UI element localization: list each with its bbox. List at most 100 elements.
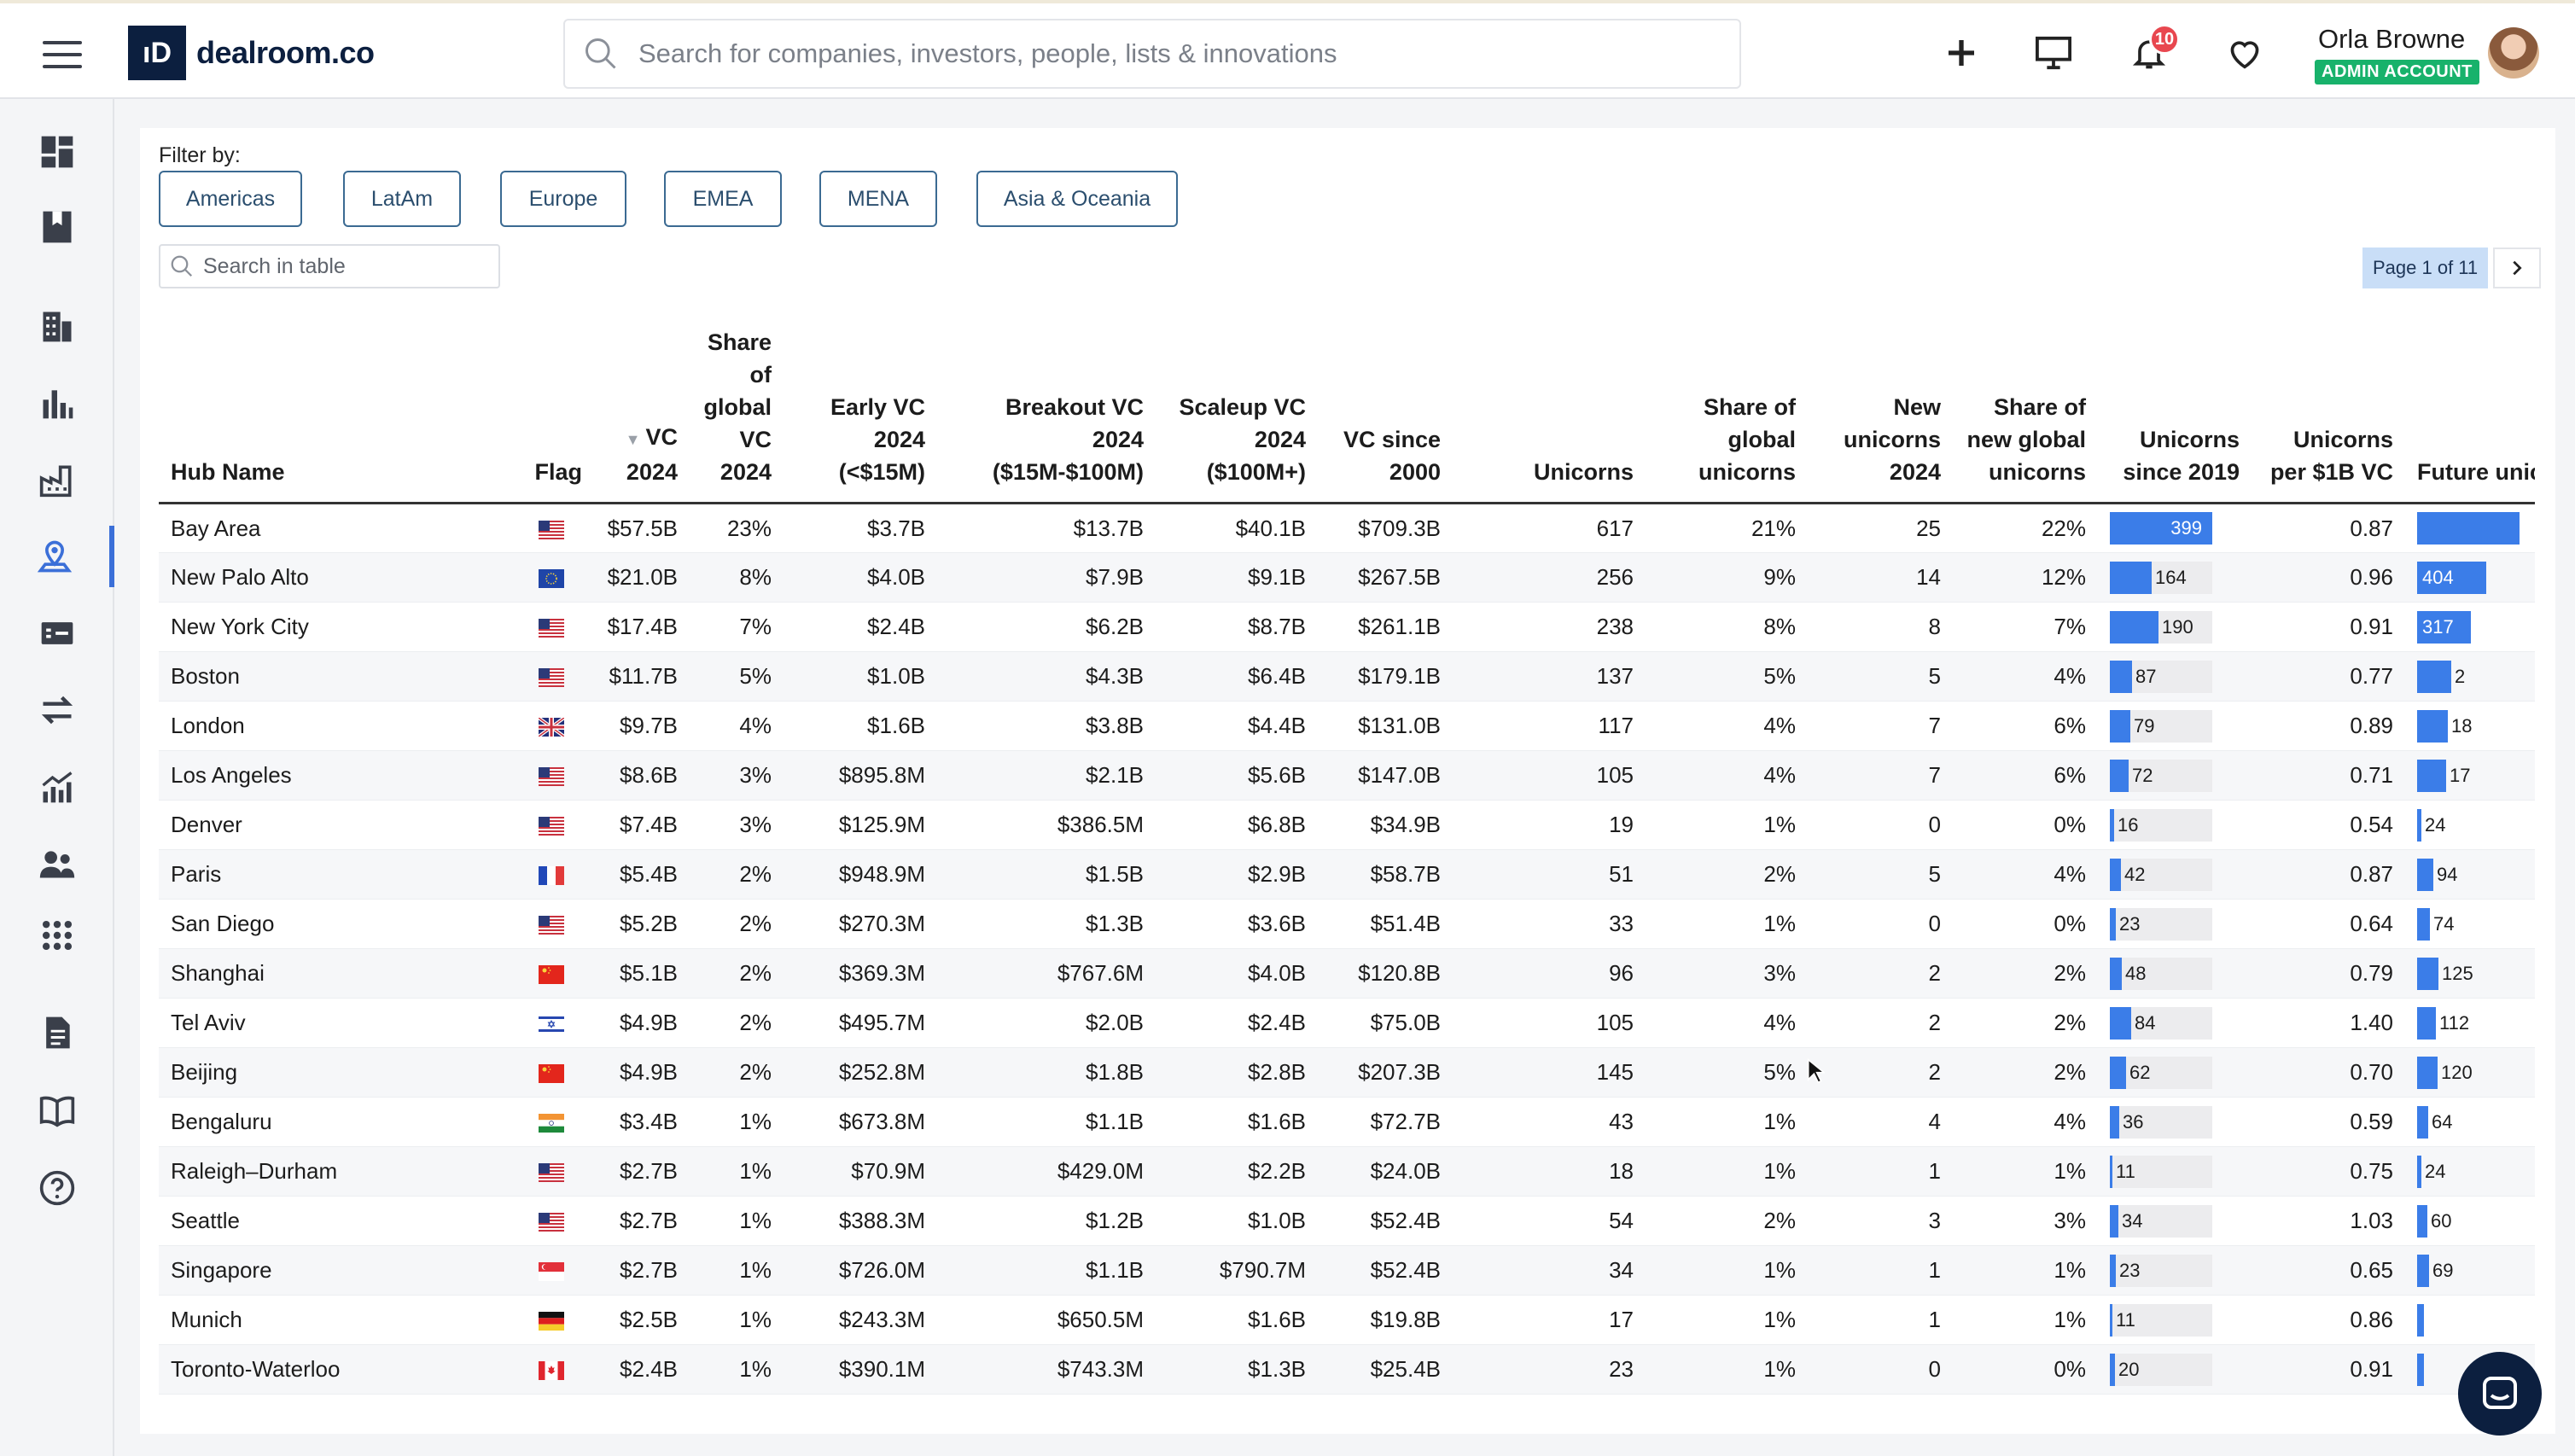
table-row[interactable]: Bengaluru $3.4B 1% $673.8M $1.1B $1.6B $72.7B 4… [159, 1097, 2535, 1147]
col-vc-2024[interactable]: ▼ VC 2024 [594, 326, 690, 504]
add-icon[interactable] [1937, 29, 1985, 77]
filter-chip-latam[interactable]: LatAm [343, 171, 461, 227]
cell-hub-name[interactable]: Paris [159, 849, 509, 900]
table-search-input[interactable] [203, 253, 485, 279]
heart-icon[interactable] [2221, 29, 2269, 77]
logo[interactable]: ıD dealroom.co [128, 26, 375, 80]
bar-track: 404 [2417, 561, 2520, 594]
col-hub-name[interactable]: Hub Name [159, 326, 509, 504]
table-row[interactable]: Seattle $2.7B 1% $388.3M $1.2B $1.0B $52.4B 54 2… [159, 1196, 2535, 1246]
table-row[interactable]: Raleigh–Durham $2.7B 1% $70.9M $429.0M $2.2B $… [159, 1146, 2535, 1197]
col-share-global-unicorns[interactable]: Share of global unicorns [1646, 326, 1808, 504]
bar-value: 62 [2129, 1061, 2151, 1083]
sidebar-item-guides[interactable] [0, 1079, 114, 1140]
cell-hub-name[interactable]: Bay Area [159, 503, 509, 553]
cell-hub-name[interactable]: Boston [159, 651, 509, 702]
table-row[interactable]: San Diego $5.2B 2% $270.3M $1.3B $3.6B $51.4B 3… [159, 899, 2535, 949]
filter-chip-asia-oceania[interactable]: Asia & Oceania [976, 171, 1178, 227]
filter-chip-emea[interactable]: EMEA [664, 171, 782, 227]
col-scaleup-vc[interactable]: Scaleup VC 2024 ($100M+) [1156, 326, 1318, 504]
col-new-unicorns[interactable]: New unicorns 2024 [1808, 326, 1953, 504]
table-row[interactable]: New York City $17.4B 7% $2.4B $6.2B $8.7B $261… [159, 602, 2535, 652]
user-name[interactable]: Orla Browne [2318, 24, 2466, 54]
cell-new-unicorns: 14 [1808, 552, 1953, 603]
cell-hub-name[interactable]: Toronto-Waterloo [159, 1344, 509, 1395]
cell-hub-name[interactable]: Tel Aviv [159, 998, 509, 1048]
cell-hub-name[interactable]: Beijing [159, 1047, 509, 1098]
col-vc-since-2000[interactable]: VC since 2000 [1318, 326, 1453, 504]
filter-chip-mena[interactable]: MENA [819, 171, 937, 227]
flag-us-icon [539, 1163, 564, 1183]
table-row[interactable]: Bay Area $57.5B 23% $3.7B $13.7B $40.1B $709.3… [159, 503, 2535, 553]
sidebar-item-help[interactable] [0, 1157, 114, 1219]
monitor-icon[interactable] [2030, 29, 2077, 77]
col-unicorns-per-1b[interactable]: Unicorns per $1B VC [2252, 326, 2405, 504]
col-share-new-unicorns[interactable]: Share of new global unicorns [1953, 326, 2098, 504]
col-share-global-vc[interactable]: Share of global VC 2024 [690, 326, 784, 504]
col-breakout-vc[interactable]: Breakout VC 2024 ($15M-$100M) [937, 326, 1156, 504]
bar-fill [2110, 808, 2114, 842]
cell-hub-name[interactable]: Raleigh–Durham [159, 1146, 509, 1197]
col-flag[interactable]: Flag [509, 326, 594, 504]
col-future-unicorns[interactable]: Future unicorns [2405, 326, 2535, 504]
cell-share-unicorns: 1% [1646, 1097, 1808, 1147]
bar-fill [2110, 1353, 2115, 1386]
filter-chip-americas[interactable]: Americas [159, 171, 302, 227]
notifications-bell-icon[interactable]: 10 [2125, 24, 2180, 77]
bar-fill [2110, 907, 2116, 941]
sidebar-item-reports[interactable] [0, 1002, 114, 1063]
table-row[interactable]: Shanghai $5.1B 2% $369.3M $767.6M $4.0B $120.8… [159, 948, 2535, 999]
sidebar-item-saved[interactable] [0, 196, 114, 258]
avatar[interactable] [2488, 27, 2539, 79]
table-row[interactable]: Toronto-Waterloo $2.4B 1% $390.1M $743.3M $1.… [159, 1344, 2535, 1395]
next-page-button[interactable] [2493, 248, 2542, 288]
sidebar-item-transactions[interactable] [0, 679, 114, 741]
cell-early: $1.6B [784, 701, 937, 751]
sidebar-item-ecosystems[interactable] [0, 526, 114, 587]
notifications-badge: 10 [2149, 24, 2180, 55]
bar-track: 72 [2110, 759, 2212, 792]
col-unicorns-since-2019[interactable]: Unicorns since 2019 [2098, 326, 2252, 504]
bar-value: 164 [2155, 566, 2187, 588]
cell-hub-name[interactable]: Seattle [159, 1196, 509, 1246]
table-row[interactable]: Paris $5.4B 2% $948.9M $1.5B $2.9B $58.7B 51 2% 5… [159, 849, 2535, 900]
table-search[interactable] [159, 244, 500, 288]
sidebar-item-trends[interactable] [0, 756, 114, 818]
cell-hub-name[interactable]: Bengaluru [159, 1097, 509, 1147]
filter-chip-europe[interactable]: Europe [500, 171, 626, 227]
chat-button[interactable] [2458, 1352, 2542, 1436]
sidebar-item-people[interactable] [0, 833, 114, 894]
table-row[interactable]: Boston $11.7B 5% $1.0B $4.3B $6.4B $179.1B 137 5… [159, 651, 2535, 702]
table-row[interactable]: Beijing $4.9B 2% $252.8M $1.8B $2.8B $207.3B 14… [159, 1047, 2535, 1098]
sidebar-item-investors[interactable] [0, 372, 114, 434]
cell-hub-name[interactable]: New Palo Alto [159, 552, 509, 603]
cell-hub-name[interactable]: San Diego [159, 899, 509, 949]
table-row[interactable]: New Palo Alto $21.0B 8% $4.0B $7.9B $9.1B $267… [159, 552, 2535, 603]
col-unicorns[interactable]: Unicorns [1453, 326, 1646, 504]
global-search-input[interactable] [638, 38, 1705, 69]
cell-hub-name[interactable]: Denver [159, 800, 509, 850]
sidebar-item-companies[interactable] [0, 295, 114, 357]
cell-hub-name[interactable]: Shanghai [159, 948, 509, 999]
bar-track: 20 [2110, 1353, 2212, 1386]
table-row[interactable]: Tel Aviv $4.9B 2% $495.7M $2.0B $2.4B $75.0B 10… [159, 998, 2535, 1048]
cell-scaleup: $2.8B [1156, 1047, 1318, 1098]
sidebar-item-funding[interactable] [0, 603, 114, 664]
cell-hub-name[interactable]: New York City [159, 602, 509, 652]
cell-hub-name[interactable]: Munich [159, 1295, 509, 1345]
sidebar-item-dashboard[interactable] [0, 121, 114, 183]
table-row[interactable]: London $9.7B 4% $1.6B $3.8B $4.4B $131.0B 117 4%… [159, 701, 2535, 751]
menu-icon[interactable] [43, 41, 82, 68]
cell-hub-name[interactable]: Singapore [159, 1245, 509, 1296]
cell-hub-name[interactable]: London [159, 701, 509, 751]
bar-track: 79 [2110, 709, 2212, 743]
sidebar-item-apps[interactable] [0, 905, 114, 966]
global-search[interactable] [563, 19, 1741, 89]
table-row[interactable]: Denver $7.4B 3% $125.9M $386.5M $6.8B $34.9B 19… [159, 800, 2535, 850]
table-row[interactable]: Singapore $2.7B 1% $726.0M $1.1B $790.7M $52.4… [159, 1245, 2535, 1296]
table-row[interactable]: Los Angeles $8.6B 3% $895.8M $2.1B $5.6B $147.… [159, 750, 2535, 801]
cell-hub-name[interactable]: Los Angeles [159, 750, 509, 801]
col-early-vc[interactable]: Early VC 2024 (<$15M) [784, 326, 937, 504]
sidebar-item-industries[interactable] [0, 449, 114, 510]
table-row[interactable]: Munich $2.5B 1% $243.3M $650.5M $1.6B $19.8B 17… [159, 1295, 2535, 1345]
